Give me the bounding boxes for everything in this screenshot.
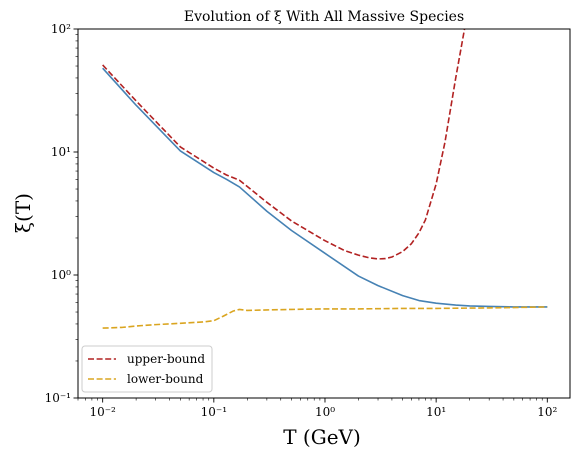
- x-axis-label: T (GeV): [283, 425, 361, 449]
- lower-bound-line: [102, 306, 548, 329]
- main-curve-line: [102, 67, 548, 308]
- legend-label-upper-bound: upper-bound: [127, 352, 205, 366]
- legend: upper-bound lower-bound: [81, 345, 213, 393]
- x-tick-label: 10²: [537, 405, 557, 419]
- y-tick-label: 10¹: [51, 145, 71, 159]
- y-tick-label: 10⁰: [51, 268, 71, 282]
- plot-frame: [77, 28, 571, 399]
- y-axis-label: ξ(T): [11, 193, 35, 233]
- x-axis-ticks: 10⁻² 10⁻¹ 10⁰ 10¹ 10²: [77, 398, 558, 419]
- series-layer: [102, 29, 548, 329]
- x-tick-label: 10⁰: [315, 405, 335, 419]
- legend-box: [81, 345, 213, 393]
- legend-label-lower-bound: lower-bound: [127, 372, 204, 386]
- x-tick-label: 10⁻²: [89, 405, 116, 419]
- x-tick-label: 10¹: [426, 405, 446, 419]
- chart-title: Evolution of ξ With All Massive Species: [184, 9, 464, 25]
- x-tick-label: 10⁻¹: [201, 405, 227, 419]
- y-axis-ticks: 10⁻¹ 10⁰ 10¹ 10²: [45, 22, 78, 405]
- y-tick-label: 10⁻¹: [45, 391, 71, 405]
- y-tick-label: 10²: [51, 22, 71, 36]
